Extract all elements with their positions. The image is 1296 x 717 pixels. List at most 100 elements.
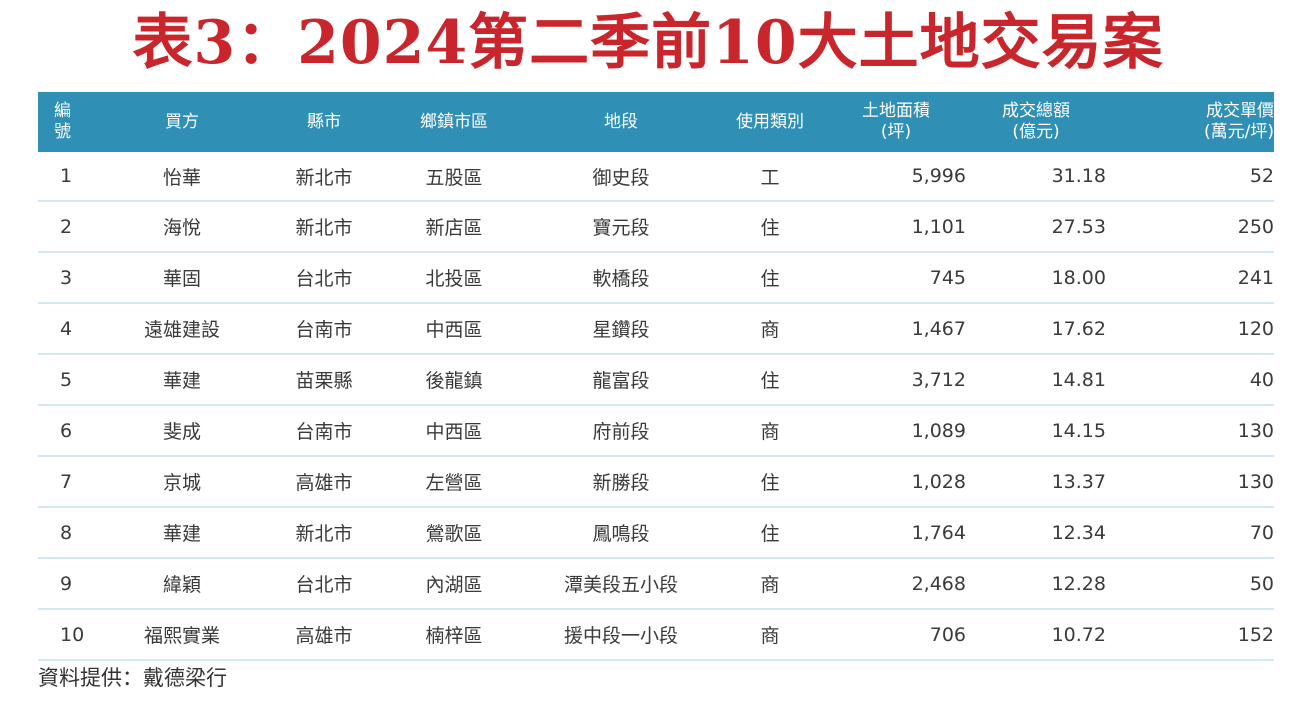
cell-section: 鳳鳴段 <box>528 507 714 559</box>
cell-district: 後龍鎮 <box>380 354 528 406</box>
cell-total: 10.72 <box>966 609 1106 661</box>
cell-no: 1 <box>38 152 96 202</box>
cell-buyer: 京城 <box>96 456 268 508</box>
cell-unit-price: 52 <box>1106 152 1274 202</box>
cell-no: 8 <box>38 507 96 559</box>
cell-city: 高雄市 <box>268 456 380 508</box>
cell-section: 援中段一小段 <box>528 609 714 661</box>
header-total-line1: 成交總額 <box>1002 101 1070 121</box>
cell-area: 1,028 <box>826 456 966 508</box>
cell-buyer: 海悅 <box>96 201 268 253</box>
cell-buyer: 斐成 <box>96 405 268 457</box>
table-body: 1 怡華 新北市 五股區 御史段工 5,996 31.18 52 2 海悅 新北市 新店區 寶元段住 1,… <box>38 152 1274 661</box>
header-unit-line2: (萬元/坪) <box>1204 122 1274 142</box>
cell-district: 北投區 <box>380 252 528 304</box>
header-total-line2: (億元) <box>1012 122 1060 142</box>
table-row: 3 華固 台北市 北投區 軟橋段住 745 18.00 241 <box>38 252 1274 304</box>
table-row: 6 斐成 台南市 中西區 府前段商 1,089 14.15 130 <box>38 405 1274 457</box>
header-unit-price: 成交單價 (萬元/坪) <box>1106 92 1274 152</box>
cell-section: 府前段 <box>528 405 714 457</box>
cell-city: 新北市 <box>268 201 380 253</box>
cell-buyer: 遠雄建設 <box>96 303 268 355</box>
cell-unit-price: 50 <box>1106 558 1274 610</box>
header-area: 土地面積 (坪) <box>826 92 966 152</box>
cell-city: 台北市 <box>268 252 380 304</box>
cell-total: 13.37 <box>966 456 1106 508</box>
cell-total: 14.15 <box>966 405 1106 457</box>
cell-district: 內湖區 <box>380 558 528 610</box>
cell-unit-price: 70 <box>1106 507 1274 559</box>
cell-use-type: 住 <box>714 456 826 508</box>
cell-no: 6 <box>38 405 96 457</box>
cell-section: 星鑽段 <box>528 303 714 355</box>
table-row: 10 福熙實業 高雄市 楠梓區 援中段一小段商 706 10.72 152 <box>38 609 1274 661</box>
cell-district: 中西區 <box>380 405 528 457</box>
cell-use-type: 住 <box>714 354 826 406</box>
cell-area: 1,089 <box>826 405 966 457</box>
cell-buyer: 華建 <box>96 507 268 559</box>
cell-unit-price: 40 <box>1106 354 1274 406</box>
table-row: 9 緯穎 台北市 內湖區 潭美段五小段商 2,468 12.28 50 <box>38 558 1274 610</box>
cell-total: 12.34 <box>966 507 1106 559</box>
table-row: 2 海悅 新北市 新店區 寶元段住 1,101 27.53 250 <box>38 201 1274 253</box>
cell-area: 706 <box>826 609 966 661</box>
cell-use-type: 住 <box>714 507 826 559</box>
cell-buyer: 華建 <box>96 354 268 406</box>
cell-total: 17.62 <box>966 303 1106 355</box>
cell-section: 軟橋段 <box>528 252 714 304</box>
header-district: 鄉鎮市區 <box>380 92 528 152</box>
cell-area: 3,712 <box>826 354 966 406</box>
cell-buyer: 怡華 <box>96 152 268 202</box>
cell-section: 御史段 <box>528 152 714 202</box>
cell-unit-price: 120 <box>1106 303 1274 355</box>
header-area-line2: (坪) <box>880 122 912 142</box>
cell-city: 苗栗縣 <box>268 354 380 406</box>
cell-no: 4 <box>38 303 96 355</box>
table-row: 4 遠雄建設 台南市 中西區 星鑽段商 1,467 17.62 120 <box>38 303 1274 355</box>
header-buyer: 買方 <box>96 92 268 152</box>
cell-no: 5 <box>38 354 96 406</box>
cell-buyer: 福熙實業 <box>96 609 268 661</box>
table-row: 8 華建 新北市 鶯歌區 鳳鳴段住 1,764 12.34 70 <box>38 507 1274 559</box>
cell-section: 龍富段 <box>528 354 714 406</box>
cell-use-type: 商 <box>714 609 826 661</box>
cell-use-type: 商 <box>714 303 826 355</box>
cell-no: 7 <box>38 456 96 508</box>
cell-area: 5,996 <box>826 152 966 202</box>
cell-city: 新北市 <box>268 507 380 559</box>
cell-district: 五股區 <box>380 152 528 202</box>
cell-no: 2 <box>38 201 96 253</box>
cell-total: 18.00 <box>966 252 1106 304</box>
header-no-line2: 號 <box>54 122 71 142</box>
page-title: 表3：2024第二季前10大土地交易案 <box>132 8 1164 78</box>
table-row: 7 京城 高雄市 左營區 新勝段住 1,028 13.37 130 <box>38 456 1274 508</box>
cell-use-type: 商 <box>714 405 826 457</box>
header-no: 編 號 <box>38 92 96 152</box>
cell-use-type: 工 <box>714 152 826 202</box>
cell-area: 745 <box>826 252 966 304</box>
cell-total: 27.53 <box>966 201 1106 253</box>
land-transactions-table: 編 號 買方 縣市 鄉鎮市區 地段 使用類別 土地面積 (坪) 成交總額 (億元… <box>38 92 1274 661</box>
cell-no: 10 <box>38 609 96 661</box>
cell-unit-price: 250 <box>1106 201 1274 253</box>
header-no-line1: 編 <box>54 101 71 121</box>
source-note: 資料提供：戴德梁行 <box>38 666 227 690</box>
cell-city: 新北市 <box>268 152 380 202</box>
cell-district: 楠梓區 <box>380 609 528 661</box>
cell-total: 31.18 <box>966 152 1106 202</box>
cell-city: 台南市 <box>268 405 380 457</box>
header-section: 地段 <box>528 92 714 152</box>
header-unit-line1: 成交單價 <box>1206 101 1274 121</box>
cell-use-type: 商 <box>714 558 826 610</box>
cell-buyer: 華固 <box>96 252 268 304</box>
cell-unit-price: 130 <box>1106 456 1274 508</box>
cell-city: 高雄市 <box>268 609 380 661</box>
cell-no: 9 <box>38 558 96 610</box>
header-use-type: 使用類別 <box>714 92 826 152</box>
table-row: 5 華建 苗栗縣 後龍鎮 龍富段住 3,712 14.81 40 <box>38 354 1274 406</box>
cell-use-type: 住 <box>714 201 826 253</box>
cell-district: 左營區 <box>380 456 528 508</box>
cell-district: 新店區 <box>380 201 528 253</box>
cell-area: 1,101 <box>826 201 966 253</box>
table-header-row: 編 號 買方 縣市 鄉鎮市區 地段 使用類別 土地面積 (坪) 成交總額 (億元… <box>38 92 1274 152</box>
